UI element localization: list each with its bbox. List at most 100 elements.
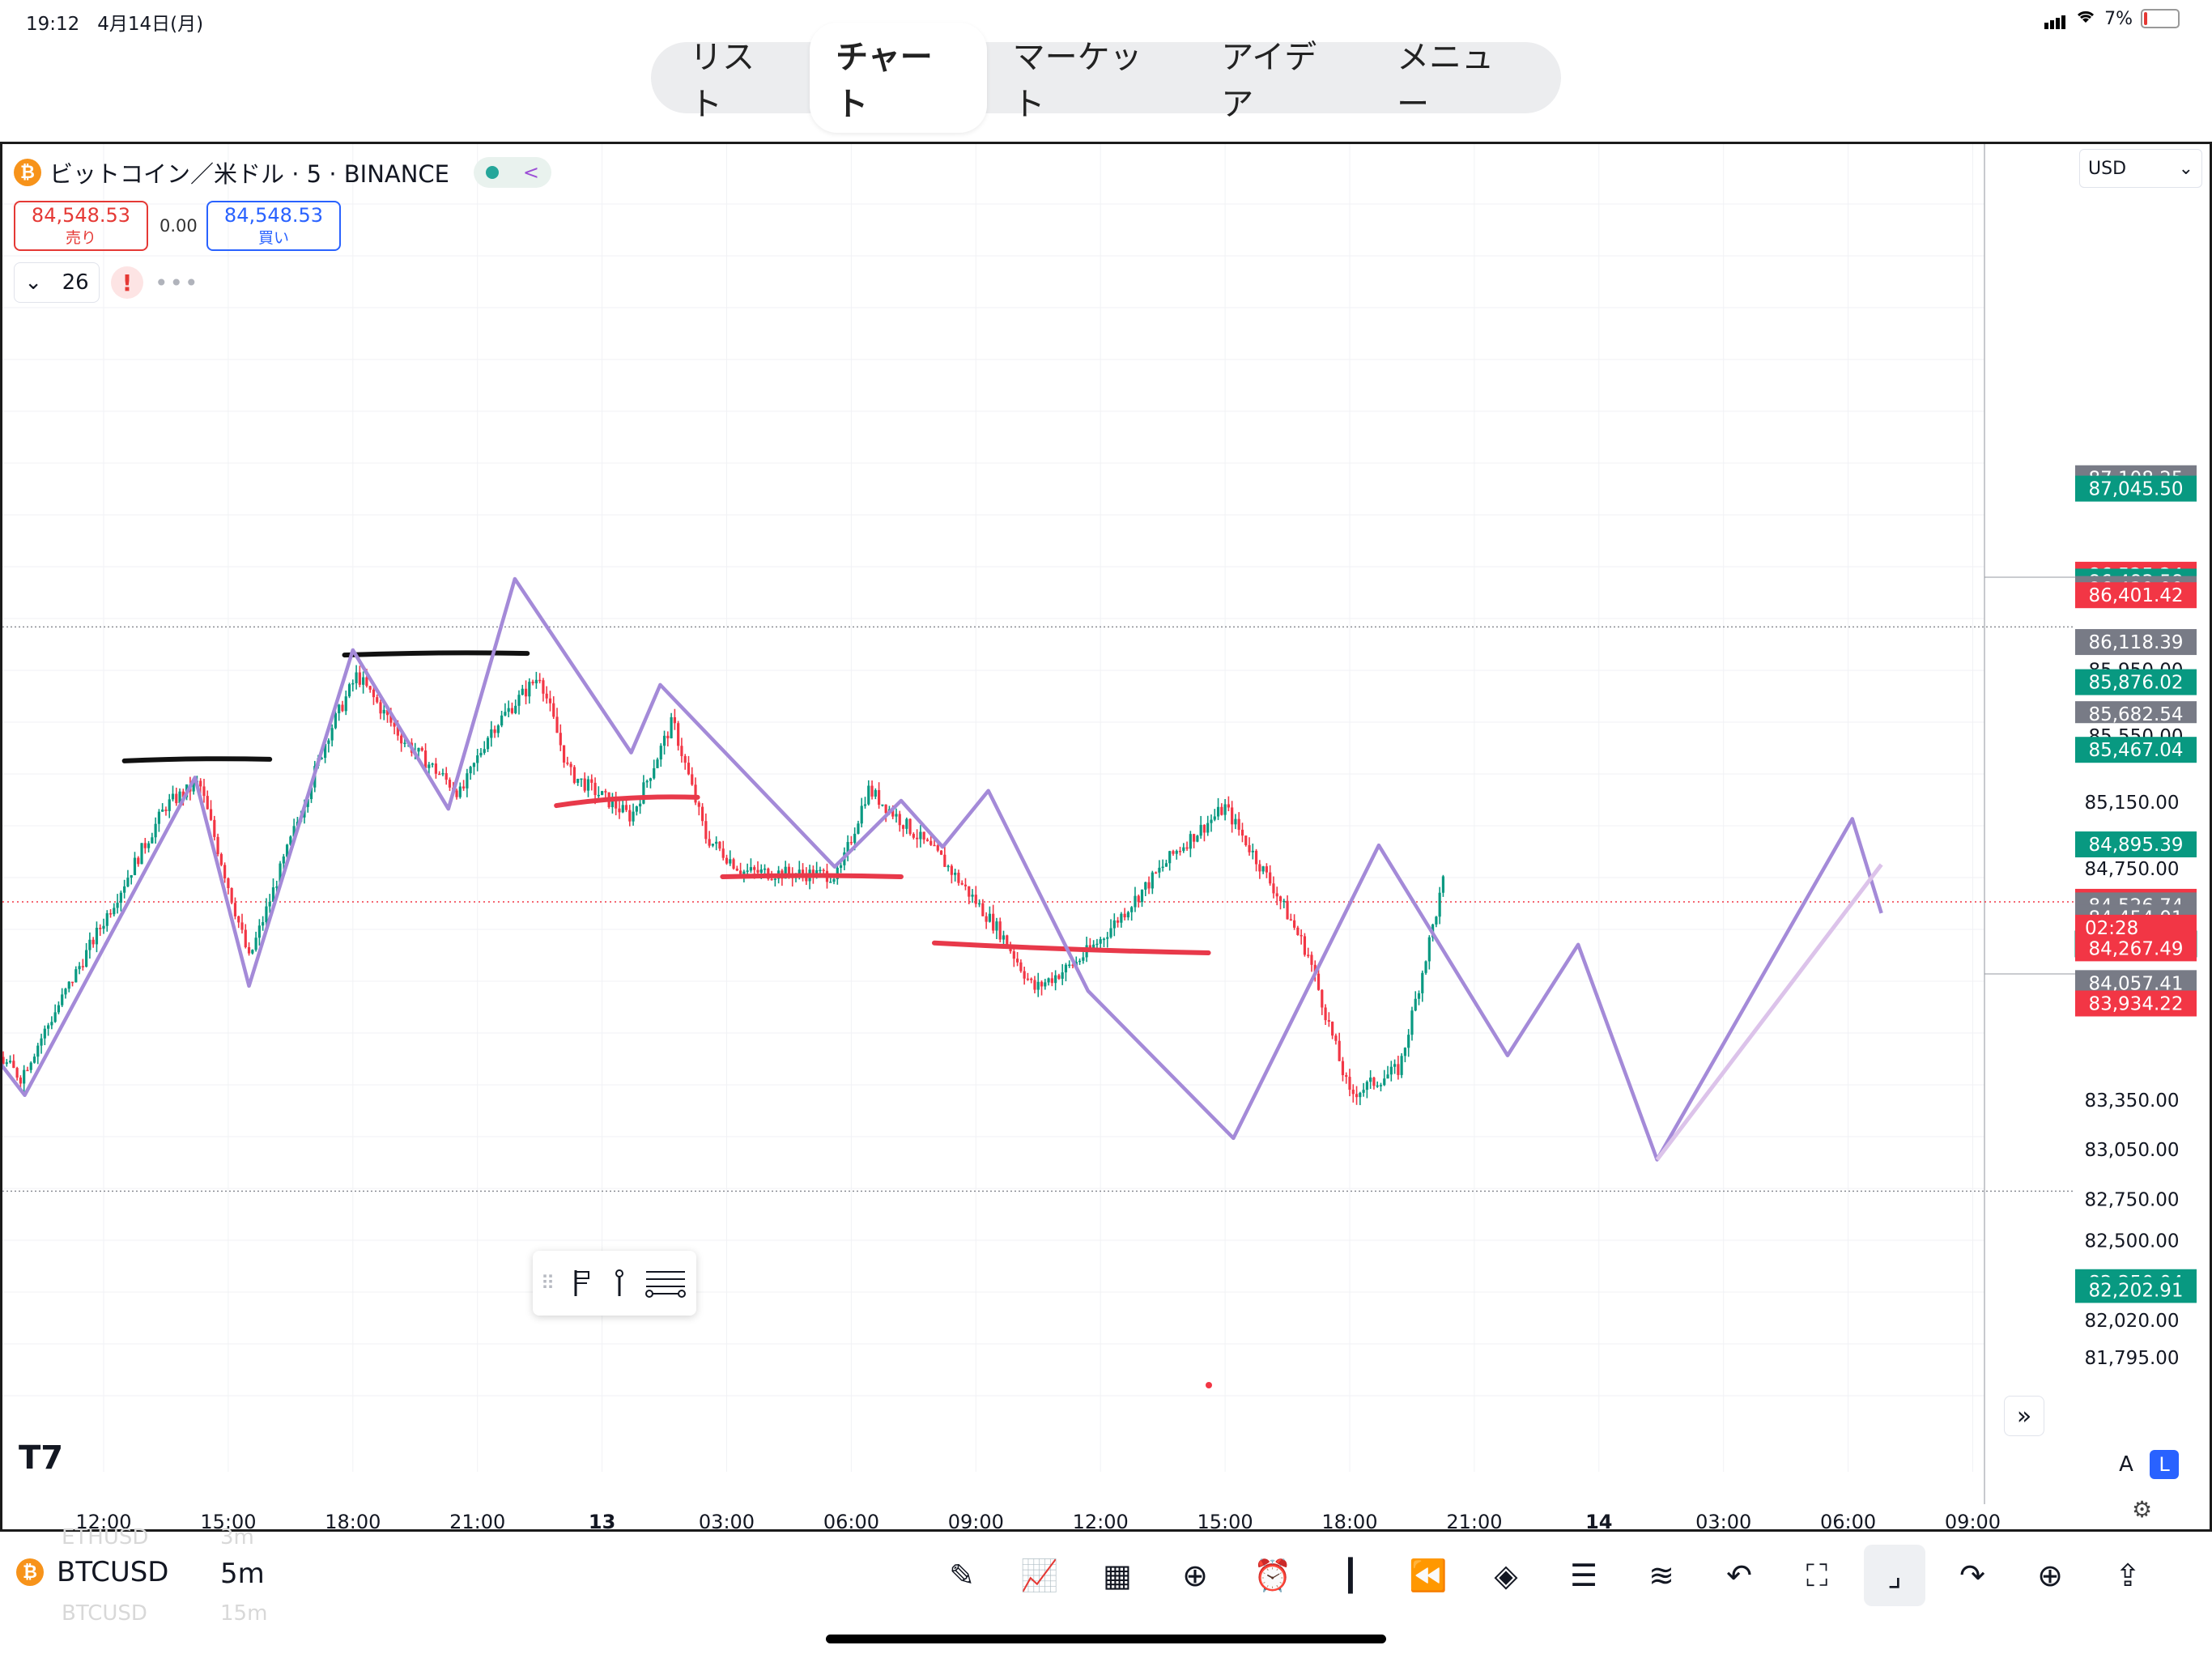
candle-body: [91, 939, 95, 945]
candle-body: [988, 913, 991, 922]
candle-body: [566, 762, 569, 764]
price-chart[interactable]: 85,150.00 84,750.00 83,350.00 83,050.00 82,7…: [2, 144, 2210, 1529]
candle-body: [673, 716, 676, 724]
settings-sliders-icon[interactable]: ☰: [1569, 1558, 1598, 1593]
candle-body: [639, 803, 642, 807]
status-bar: 19:12 4月14日(月) 7%: [0, 0, 2212, 39]
candle-body: [1244, 835, 1248, 845]
candle-body: [161, 809, 164, 812]
templates-icon[interactable]: ▦: [1103, 1558, 1132, 1593]
chart-area[interactable]: 85,150.00 84,750.00 83,350.00 83,050.00 82,7…: [0, 142, 2212, 1532]
candle-body: [362, 677, 365, 685]
layers-icon[interactable]: ◈: [1494, 1558, 1518, 1593]
candle-body: [1036, 981, 1040, 990]
candle-body: [2, 1056, 5, 1065]
candle-body: [240, 922, 244, 930]
candle-body: [8, 1061, 12, 1063]
candle-body: [1414, 998, 1417, 1011]
trade-row: 84,548.53 売り 0.00 84,548.53 買い: [14, 201, 551, 251]
candle-body: [559, 733, 562, 746]
tab-menu[interactable]: メニュー: [1397, 39, 1495, 123]
buy-button[interactable]: 84,548.53 買い: [206, 201, 341, 251]
indicators-icon[interactable]: 📈: [1020, 1557, 1059, 1593]
tab-chart[interactable]: チャート: [810, 23, 987, 133]
log-scale-button[interactable]: L: [2150, 1450, 2179, 1479]
market-status-pill[interactable]: <: [474, 157, 552, 188]
fullscreen-icon[interactable]: ⛶: [1806, 1557, 1828, 1593]
tab-market[interactable]: マーケット: [1012, 39, 1142, 123]
candle-body: [1435, 916, 1438, 925]
warning-icon[interactable]: !: [111, 266, 143, 299]
sell-button[interactable]: 84,548.53 売り: [14, 201, 148, 251]
candle-body: [271, 887, 275, 902]
candle-body: [1213, 816, 1216, 820]
scroll-to-realtime-button[interactable]: »: [2004, 1396, 2044, 1436]
candle-body: [649, 778, 653, 781]
candle-body: [867, 785, 870, 805]
candle-body: [624, 805, 628, 810]
candle-body: [355, 672, 358, 683]
candle-body: [1137, 895, 1140, 903]
lines-settings-icon[interactable]: [643, 1265, 688, 1301]
candle-body: [1061, 972, 1064, 979]
symbol-row[interactable]: ₿ ビットコイン／米ドル · 5 · BINANCE <: [14, 155, 552, 189]
candle-body: [403, 742, 406, 745]
candle-body: [396, 726, 399, 736]
candle-body: [666, 735, 670, 738]
candle-body: [137, 857, 140, 865]
candle-body: [1348, 1077, 1351, 1090]
candle-body: [1102, 938, 1106, 941]
bitcoin-logo-icon: ₿: [14, 159, 41, 186]
indicators-toggle[interactable]: ⌄ 26: [14, 262, 100, 303]
shrink-icon[interactable]: ⌟: [1864, 1545, 1925, 1606]
tool-buttons: ✎ 📈 ▦ ⊕ ⏰ ┃ ⏪ ◈ ☰ ≋ ↶ ⛶ ⌟ ↷ ⊕ ⇪: [931, 1545, 2159, 1606]
candle-body: [338, 704, 341, 714]
floating-drawing-toolbar[interactable]: ⠿: [533, 1251, 696, 1316]
candle-body: [1237, 818, 1240, 830]
pencil-icon[interactable]: ✎: [949, 1558, 975, 1593]
share-icon[interactable]: ⇪: [2115, 1558, 2141, 1593]
candle-body: [849, 842, 853, 844]
candle-body: [423, 750, 428, 768]
bar-style-icon[interactable]: ┃: [1341, 1558, 1360, 1593]
replay-icon[interactable]: ⏪: [1409, 1557, 1448, 1593]
candle-body: [954, 873, 957, 875]
flag-icon[interactable]: [571, 1267, 595, 1299]
time-axis-label: 13: [589, 1511, 615, 1529]
level-line-black: [121, 756, 273, 763]
auto-scale-button[interactable]: A: [2119, 1452, 2133, 1477]
add-icon[interactable]: ⊕: [1182, 1558, 1208, 1593]
candle-body: [181, 791, 185, 797]
candle-body: [829, 882, 832, 883]
price-axis-label: 81,795.00: [2084, 1348, 2179, 1369]
undo-icon[interactable]: ↶: [1726, 1558, 1752, 1593]
symbol-selector[interactable]: ₿ BTCUSD: [16, 1556, 169, 1588]
zoom-in-icon[interactable]: ⊕: [2037, 1558, 2063, 1593]
price-tag-label: 85,467.04: [2088, 740, 2183, 761]
candle-body: [1002, 935, 1006, 940]
candle-body: [202, 786, 206, 797]
alert-icon[interactable]: ⏰: [1253, 1557, 1292, 1593]
candle-body: [1372, 1078, 1376, 1086]
candle-body: [1275, 893, 1278, 897]
trend-icon[interactable]: ≋: [1648, 1558, 1674, 1593]
gear-icon[interactable]: ⚙: [2132, 1496, 2153, 1523]
symbol-title[interactable]: ビットコイン／米ドル · 5 · BINANCE: [49, 160, 450, 188]
interval-selector[interactable]: 5m: [220, 1558, 265, 1590]
pin-icon[interactable]: [611, 1267, 627, 1299]
tab-ideas[interactable]: アイデア: [1221, 39, 1317, 123]
tab-list[interactable]: リスト: [690, 39, 755, 123]
candle-body: [610, 799, 615, 808]
candle-body: [1289, 919, 1292, 920]
more-icon[interactable]: •••: [155, 269, 200, 296]
candle-body: [1417, 993, 1421, 999]
candle-body: [496, 725, 500, 733]
candle-body: [1092, 944, 1095, 948]
price-axis-label: 85,150.00: [2084, 793, 2179, 814]
candle-body: [507, 708, 510, 712]
currency-select[interactable]: USD ⌄: [2079, 149, 2202, 188]
redo-icon[interactable]: ↷: [1959, 1558, 1985, 1593]
drag-handle-icon[interactable]: ⠿: [540, 1272, 555, 1295]
candle-body: [528, 682, 531, 697]
candle-body: [219, 853, 223, 865]
